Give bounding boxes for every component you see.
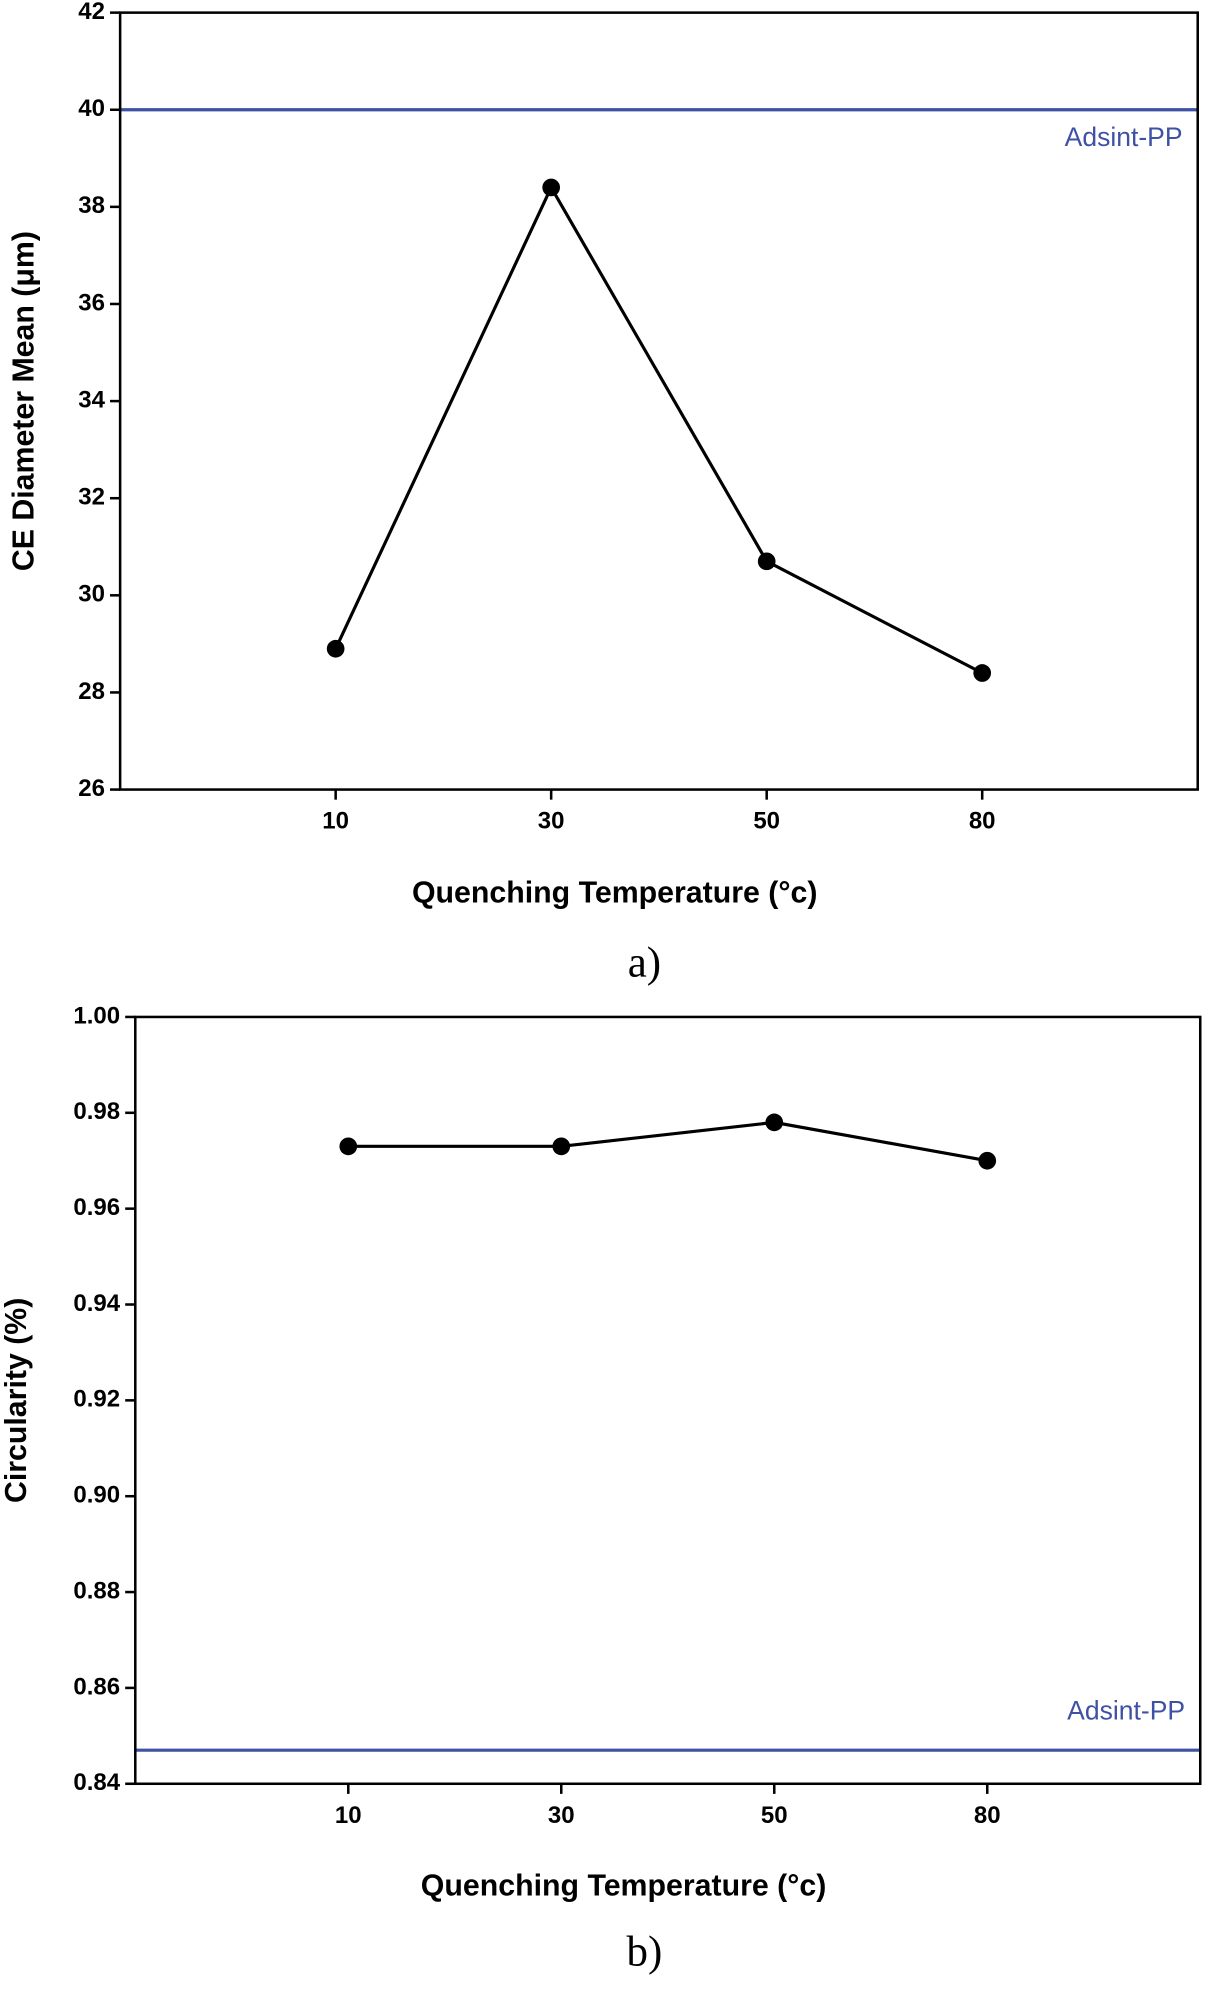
data-point xyxy=(757,552,776,571)
data-point xyxy=(552,1137,571,1156)
y-tick-label: 0.92 xyxy=(73,1386,120,1413)
y-tick-label: 34 xyxy=(78,386,105,413)
y-tick-label: 0.88 xyxy=(73,1577,120,1604)
plot-frame xyxy=(118,11,1199,791)
panel-caption: a) xyxy=(628,939,661,986)
x-tick-label: 30 xyxy=(548,1802,575,1829)
x-tick-label: 80 xyxy=(969,808,996,835)
x-tick-label: 30 xyxy=(538,808,565,835)
x-axis-title: Quenching Temperature (°c) xyxy=(421,1869,826,1902)
y-tick-label: 42 xyxy=(78,0,105,25)
plot-frame xyxy=(134,1015,1202,1786)
x-tick-label: 50 xyxy=(761,1802,788,1829)
panel-caption: b) xyxy=(627,1928,663,1975)
x-tick-label: 10 xyxy=(335,1802,362,1829)
data-point xyxy=(978,1151,997,1170)
reference-label: Adsint-PP xyxy=(1067,1695,1185,1725)
y-tick-label: 0.96 xyxy=(73,1194,120,1221)
y-tick-label: 0.86 xyxy=(73,1673,120,1700)
data-line xyxy=(334,184,983,675)
data-point xyxy=(339,1137,358,1156)
data-point xyxy=(765,1113,784,1132)
x-tick-label: 50 xyxy=(753,808,780,835)
data-line xyxy=(348,1120,988,1163)
y-tick-label: 0.90 xyxy=(73,1482,120,1509)
x-tick-label: 10 xyxy=(322,808,349,835)
y-tick-label: 0.94 xyxy=(73,1290,120,1317)
y-tick-label: 0.84 xyxy=(73,1769,120,1796)
y-tick-label: 30 xyxy=(78,581,105,608)
data-point xyxy=(973,664,992,682)
reference-label: Adsint-PP xyxy=(1065,122,1183,152)
y-tick-label: 28 xyxy=(78,678,105,705)
x-tick-label: 80 xyxy=(974,1802,1001,1829)
data-point xyxy=(326,639,345,658)
y-axis-title: CE Diameter Mean (μm) xyxy=(7,231,40,571)
y-axis-title: Circularity (%) xyxy=(0,1298,33,1503)
y-tick-label: 0.98 xyxy=(73,1098,120,1125)
y-tick-label: 1.00 xyxy=(73,1002,120,1029)
data-point xyxy=(542,178,561,197)
y-tick-label: 36 xyxy=(78,289,105,316)
y-tick-label: 40 xyxy=(78,95,105,122)
y-tick-label: 38 xyxy=(78,192,105,219)
x-axis-title: Quenching Temperature (°c) xyxy=(412,876,817,909)
y-tick-label: 26 xyxy=(78,775,105,802)
y-tick-label: 32 xyxy=(78,484,105,511)
